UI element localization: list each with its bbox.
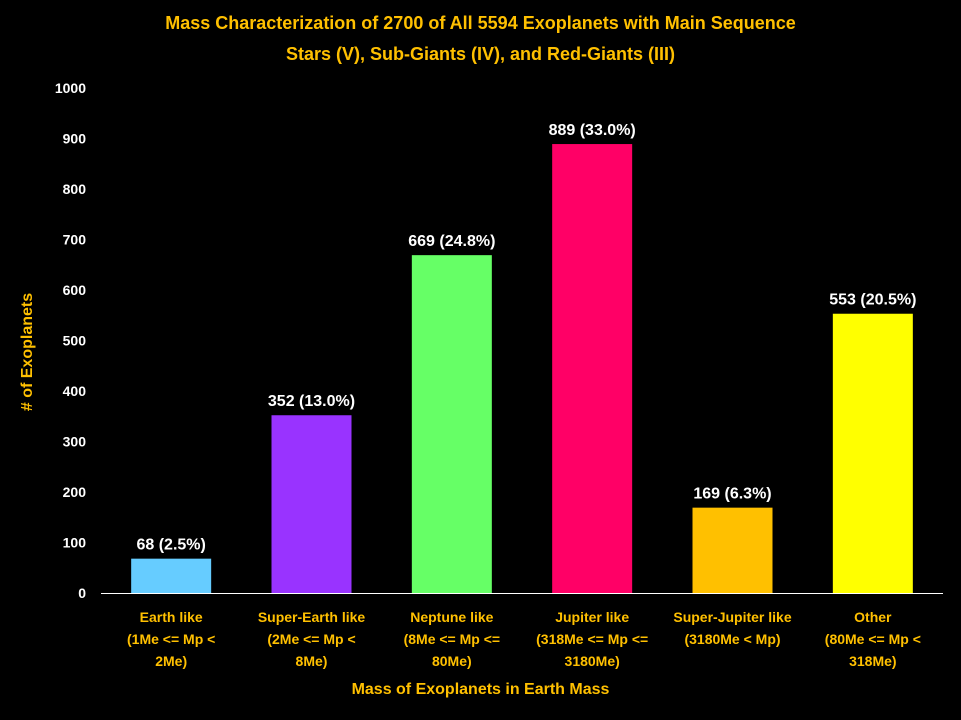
y-tick-label: 800 — [63, 181, 87, 197]
data-label: 169 (6.3%) — [693, 486, 771, 503]
x-tick-label: Jupiter like — [555, 609, 629, 625]
x-tick-label: 2Me) — [155, 653, 187, 669]
y-tick-label: 500 — [63, 333, 87, 349]
x-tick-label: (3180Me < Mp) — [684, 631, 780, 647]
y-tick-label: 0 — [78, 585, 86, 601]
x-tick-label: Super-Jupiter like — [673, 609, 791, 625]
bar — [131, 558, 212, 593]
bar — [271, 415, 352, 593]
x-tick-label: Super-Earth like — [258, 609, 366, 625]
bar — [692, 507, 773, 593]
x-axis-label: Mass of Exoplanets in Earth Mass — [351, 681, 610, 698]
chart-title-line-1: Mass Characterization of 2700 of All 559… — [165, 13, 796, 33]
x-tick-label: Neptune like — [410, 609, 493, 625]
data-label: 68 (2.5%) — [136, 537, 205, 554]
x-tick-label: 8Me) — [296, 653, 328, 669]
x-tick-label: (80Me <= Mp < — [825, 631, 921, 647]
x-tick-label: Earth like — [140, 609, 203, 625]
y-tick-label: 200 — [63, 484, 87, 500]
x-tick-label: (2Me <= Mp < — [267, 631, 355, 647]
x-tick-label: 318Me) — [849, 653, 896, 669]
y-tick-label: 900 — [63, 131, 87, 147]
data-label: 352 (13.0%) — [268, 393, 355, 410]
y-tick-label: 400 — [63, 383, 87, 399]
y-tick-label: 700 — [63, 232, 87, 248]
x-tick-label: 3180Me) — [565, 653, 620, 669]
x-tick-label: Other — [854, 609, 892, 625]
bar — [411, 255, 492, 593]
y-tick-label: 100 — [63, 535, 87, 551]
data-label: 553 (20.5%) — [829, 292, 916, 309]
x-tick-label: 80Me) — [432, 653, 472, 669]
y-tick-label: 1000 — [55, 80, 86, 96]
bar — [552, 144, 633, 593]
y-tick-label: 300 — [63, 434, 87, 450]
y-tick-label: 600 — [63, 282, 87, 298]
x-tick-label: (1Me <= Mp < — [127, 631, 215, 647]
bar — [832, 313, 913, 593]
x-tick-label: (8Me <= Mp <= — [404, 631, 500, 647]
x-tick-label: (318Me <= Mp <= — [536, 631, 648, 647]
y-axis-label: # of Exoplanets — [19, 292, 36, 412]
data-label: 889 (33.0%) — [549, 122, 636, 139]
chart-title-line-2: Stars (V), Sub-Giants (IV), and Red-Gian… — [285, 44, 676, 64]
data-label: 669 (24.8%) — [408, 233, 495, 250]
